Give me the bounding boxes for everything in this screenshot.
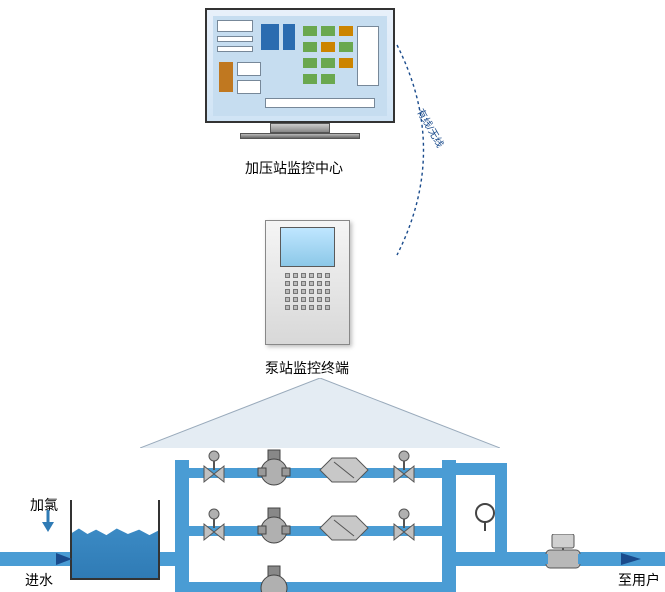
manifold-left (175, 460, 189, 590)
terminal-cabinet (265, 220, 350, 345)
manifold-right (442, 460, 456, 590)
cabinet-panel (272, 273, 343, 328)
inlet-label: 进水 (25, 570, 53, 590)
pump-row-2 (196, 504, 436, 544)
monitor-base (240, 133, 360, 139)
monitor-stand (270, 123, 330, 133)
monitor-screen (205, 8, 395, 123)
chlorine-arrow-icon (40, 510, 56, 532)
discharge-arrow-icon (621, 551, 643, 567)
link-type-label: 有线/无线 (414, 105, 448, 150)
water-tank (70, 500, 160, 580)
flowmeter-icon (540, 534, 586, 570)
pressure-gauge-icon (475, 503, 495, 523)
monitor (205, 8, 395, 143)
tank-water (72, 523, 158, 578)
branch-drop (495, 463, 507, 563)
branch-top-right (456, 463, 507, 475)
monitor-center-label: 加压站监控中心 (245, 158, 343, 178)
data-link-arc (395, 40, 455, 260)
to-user-label: 至用户 (618, 570, 660, 590)
pump-row-1 (196, 446, 436, 486)
terminal-label: 泵站监控终端 (265, 358, 349, 378)
cabinet-screen-icon (280, 227, 335, 267)
coverage-cone (140, 378, 500, 448)
inlet-arrow-icon (56, 551, 74, 567)
pump-row-3-partial (196, 562, 436, 592)
scada-screen (213, 16, 387, 116)
